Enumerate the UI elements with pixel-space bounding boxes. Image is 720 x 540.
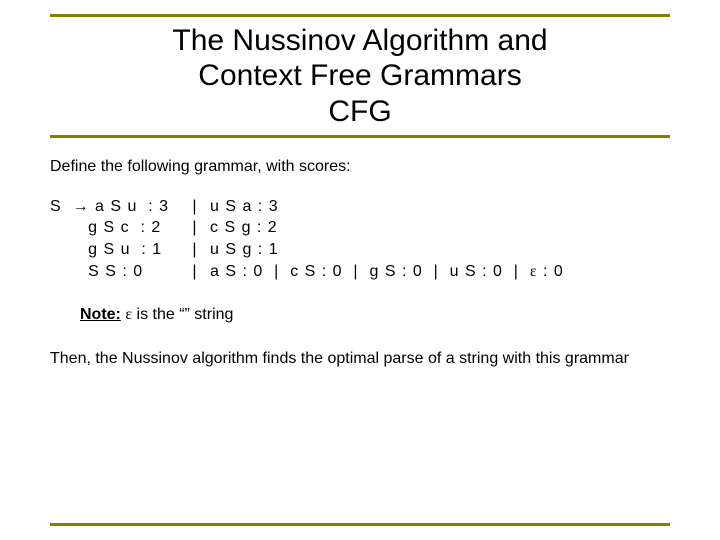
top-rule <box>50 14 670 17</box>
grammar-row: S → a S u : 3 | u S a : 3 <box>50 196 670 218</box>
grammar-pipe: | <box>180 239 210 261</box>
grammar-left: S → a S u : 3 <box>50 196 180 218</box>
grammar-block: S → a S u : 3 | u S a : 3 g S c : 2 | c … <box>50 196 670 282</box>
conclusion-text: Then, the Nussinov algorithm finds the o… <box>50 348 670 370</box>
grammar-left: g S c : 2 <box>50 217 180 239</box>
epsilon-icon: ε <box>530 263 538 280</box>
note-text: ε is the “” string <box>125 306 233 323</box>
note-label: Note: <box>80 306 121 323</box>
grammar-right: a S : 0 | c S : 0 | g S : 0 | u S : 0 | … <box>210 261 670 283</box>
title-line-1: The Nussinov Algorithm and <box>172 24 547 57</box>
note-line: Note: ε is the “” string <box>80 304 670 326</box>
grammar-pipe: | <box>180 217 210 239</box>
slide-body: Define the following grammar, with score… <box>50 138 670 369</box>
bottom-rule <box>50 523 670 526</box>
arrow-icon: → <box>73 198 90 215</box>
intro-text: Define the following grammar, with score… <box>50 156 670 178</box>
grammar-right: c S g : 2 <box>210 217 670 239</box>
bottom-rule-wrap <box>50 523 670 526</box>
epsilon-icon: ε <box>125 306 132 323</box>
title-line-2: Context Free Grammars <box>198 59 521 92</box>
grammar-left: S S : 0 <box>50 261 180 283</box>
grammar-pipe: | <box>180 261 210 283</box>
title-line-3: CFG <box>328 95 391 128</box>
grammar-row: S S : 0 | a S : 0 | c S : 0 | g S : 0 | … <box>50 261 670 283</box>
grammar-row: g S u : 1 | u S g : 1 <box>50 239 670 261</box>
grammar-left: g S u : 1 <box>50 239 180 261</box>
grammar-pipe: | <box>180 196 210 218</box>
slide-title: The Nussinov Algorithm and Context Free … <box>50 23 670 129</box>
slide: The Nussinov Algorithm and Context Free … <box>0 14 720 540</box>
grammar-right: u S g : 1 <box>210 239 670 261</box>
grammar-row: g S c : 2 | c S g : 2 <box>50 217 670 239</box>
grammar-right: u S a : 3 <box>210 196 670 218</box>
